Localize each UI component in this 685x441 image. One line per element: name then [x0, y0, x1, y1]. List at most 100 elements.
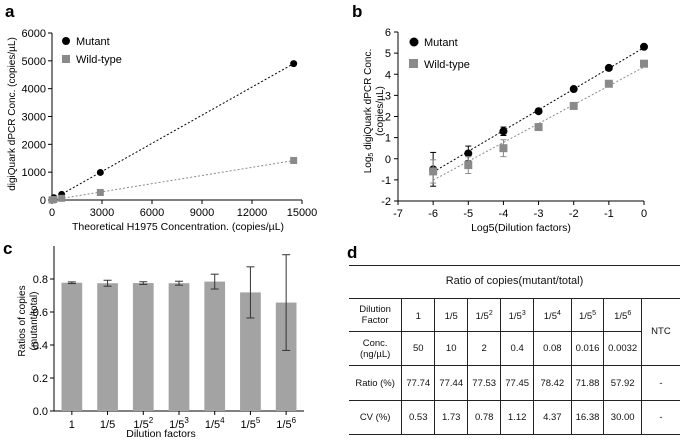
- ratio-cell: 77.53: [467, 365, 501, 402]
- chart-a-legend-wildtype-label: Wild-type: [76, 54, 122, 66]
- chart-b-legend-wildtype-marker: [409, 59, 418, 68]
- chart-b-point-wildtype: [640, 59, 648, 68]
- chart-b-y-axis-label: Log5 digiQuark dPCR Conc.: [363, 49, 375, 174]
- chart-c-x-tick-label: 1/53: [169, 416, 189, 431]
- table-title-row: Ratio of copies(mutant/total): [349, 265, 680, 299]
- chart-b-legend-wildtype-label: Wild-type: [424, 59, 470, 71]
- chart-b-x-tick-label: -5: [463, 208, 473, 220]
- chart-a-x-tick-label: 12000: [237, 207, 268, 219]
- chart-b-point-wildtype: [604, 79, 613, 88]
- chart-c-bar: [132, 283, 154, 411]
- chart-a-y-tick-label: 3000: [22, 112, 46, 124]
- chart-c-x-tick-label: 1/52: [133, 416, 153, 431]
- chart-b-x-tick-label: -4: [499, 208, 509, 220]
- chart-b-x-tick-label: -3: [534, 208, 544, 220]
- ratio-cell: 71.88: [570, 365, 604, 402]
- chart-a-legend-mutant-label: Mutant: [76, 36, 110, 48]
- conc-cell: 0.0032: [603, 331, 642, 367]
- chart-b-legend-mutant-label: Mutant: [424, 37, 458, 49]
- chart-a-point-wildtype: [96, 188, 104, 196]
- ratio-cell: 77.45: [500, 365, 534, 402]
- chart-c-y-tick-label: 0.2: [33, 373, 48, 385]
- table-row-cv: CV (%) 0.53 1.73 0.78 1.12 4.37 16.38 30…: [349, 400, 680, 435]
- cv-cell: 30.00: [603, 400, 642, 435]
- dilution-cell: 1/56: [603, 298, 642, 333]
- chart-b-y-tick-label: 6: [385, 27, 391, 39]
- chart-b-y-tick-label: 2: [385, 112, 391, 124]
- chart-b-y-tick-label: -1: [381, 175, 391, 187]
- chart-c-bar: [240, 292, 261, 411]
- panel-label-b: b: [352, 2, 362, 21]
- chart-a-x-axis-label: Theoretical H1975 Concentration. (copies…: [72, 221, 284, 233]
- chart-c-x-tick-label: 1/54: [205, 416, 225, 431]
- chart-b-point-wildtype: [429, 167, 438, 176]
- chart-b-point-wildtype: [534, 123, 543, 132]
- chart-a-legend: Mutant Wild-type: [62, 36, 122, 66]
- table-row-ratio: Ratio (%) 77.74 77.44 77.53 77.45 78.42 …: [349, 365, 680, 402]
- dilution-cell: 1/5: [434, 298, 468, 333]
- chart-b-x-tick-label: -2: [569, 208, 579, 220]
- chart-a-x-tick-label: 15000: [287, 207, 318, 219]
- ratio-cell-ntc: -: [640, 365, 680, 402]
- chart-b-legend-mutant-marker: [409, 37, 419, 47]
- table-title: Ratio of copies(mutant/total): [349, 265, 680, 299]
- chart-a-x-tick-label: 9000: [190, 207, 214, 219]
- conc-cell: 0.08: [533, 331, 572, 367]
- chart-b-y-tick-label: -2: [381, 196, 391, 208]
- chart-c-x-tick-label: 1/56: [276, 416, 296, 431]
- cv-label: CV (%): [349, 400, 402, 435]
- ntc-header: NTC: [640, 298, 680, 367]
- chart-c-y-tick-label: 0.6: [33, 307, 48, 319]
- chart-a-x-tick-label: 6000: [140, 207, 164, 219]
- cv-cell: 4.37: [533, 400, 572, 435]
- chart-a-point-wildtype: [58, 194, 66, 202]
- chart-c-bar: [168, 283, 190, 411]
- conc-cell: 10: [434, 331, 468, 367]
- cv-cell: 16.38: [570, 400, 604, 435]
- chart-c-x-axis-label: Dilution factors: [126, 428, 195, 440]
- chart-a-y-tick-label: 2000: [22, 139, 46, 151]
- chart-c-y-axis-label-line2: (mutant/total): [29, 292, 40, 351]
- ratio-cell: 57.92: [603, 365, 642, 402]
- cv-cell: 0.53: [401, 400, 435, 435]
- chart-a-trendline: [51, 160, 294, 201]
- chart-b-point-mutant: [569, 85, 578, 94]
- chart-a-y-tick-label: 6000: [22, 28, 46, 40]
- chart-a-point-wildtype: [290, 156, 298, 164]
- chart-a-legend-wildtype-marker: [62, 55, 70, 63]
- chart-b-y-tick-label: 4: [385, 69, 391, 81]
- chart-b-point-wildtype: [464, 161, 473, 170]
- chart-c-y-tick-label: 0.0: [33, 406, 48, 418]
- chart-b-x-tick-label: 0: [641, 208, 647, 220]
- chart-c: Ratios of copies (mutant/total) Dilution…: [17, 246, 304, 440]
- dilution-cell: 1/52: [467, 298, 501, 333]
- chart-c-y-axis-label-line1: Ratios of copies: [17, 285, 28, 356]
- chart-a-point-mutant: [290, 60, 298, 68]
- chart-b-point-mutant: [464, 149, 473, 158]
- cv-cell-ntc: -: [640, 400, 680, 435]
- chart-b-x-axis-label: Log5(Dilution factors): [471, 222, 571, 234]
- chart-c-bar: [204, 281, 226, 411]
- chart-b-x-tick-label: -6: [428, 208, 438, 220]
- chart-a-y-tick-label: 1000: [22, 167, 46, 179]
- dilution-cell: 1: [401, 298, 435, 333]
- chart-b-y-axis-label-units: (copies/µL): [375, 86, 386, 136]
- ratio-cell: 77.74: [401, 365, 435, 402]
- conc-cell: 0.016: [570, 331, 604, 367]
- panel-label-d: d: [347, 243, 357, 262]
- chart-b-point-mutant: [499, 127, 508, 136]
- dilution-cell: 1/53: [500, 298, 534, 333]
- ratio-cell: 78.42: [533, 365, 572, 402]
- chart-a: digiQuark dPCR Conc. (copies/µL) Theoret…: [7, 28, 317, 233]
- table-row-dilution: Dilution Factor 1 1/5 1/52 1/53 1/54 1/55…: [349, 298, 680, 367]
- chart-b-point-mutant: [604, 63, 613, 72]
- ratio-table: Ratio of copies(mutant/total) Dilution Fa…: [349, 265, 680, 435]
- chart-c-x-tick-label: 1: [69, 419, 75, 431]
- conc-label: Conc. (ng/µL): [349, 331, 402, 367]
- chart-a-x-tick-label: 3000: [90, 207, 114, 219]
- chart-a-y-axis-label: digiQuark dPCR Conc. (copies/µL): [7, 37, 18, 191]
- cv-cell: 1.73: [434, 400, 468, 435]
- chart-a-y-tick-label: 0: [40, 195, 46, 207]
- chart-c-x-tick-label: 1/55: [241, 416, 261, 431]
